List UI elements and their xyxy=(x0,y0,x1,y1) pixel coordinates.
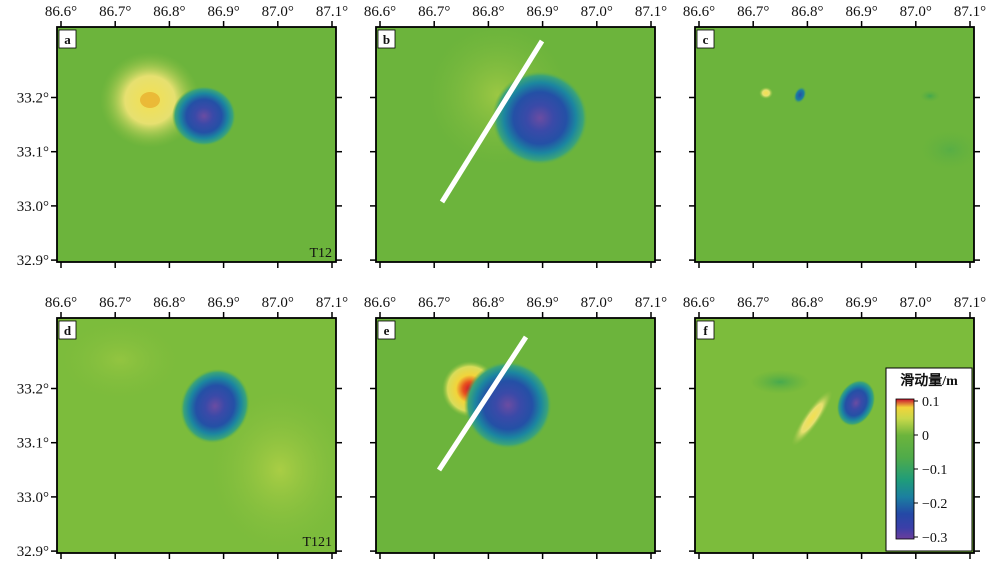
y-tick-label: 32.9° xyxy=(17,253,49,269)
panel-f-label: f xyxy=(703,323,708,338)
panel-e: e xyxy=(375,317,656,554)
y-tick-label: 32.9° xyxy=(17,544,49,560)
panel-d-tag: T121 xyxy=(302,535,332,550)
panel-d-label: d xyxy=(64,323,72,338)
panel-a-label-box xyxy=(58,29,77,49)
colorbar-tick-label: 0 xyxy=(922,429,929,444)
panel-c-label: c xyxy=(703,32,709,47)
x-tick-label: 87.0° xyxy=(262,295,294,311)
panel-d: d T121 xyxy=(56,317,337,554)
panel-e-label-box xyxy=(377,320,396,340)
panel-e-negative-patch xyxy=(464,361,552,449)
panel-e-fault-trace xyxy=(436,335,529,472)
x-tick-label: 86.8° xyxy=(153,295,185,311)
x-tick-label: 86.9° xyxy=(526,4,558,20)
x-tick-label: 86.9° xyxy=(845,295,877,311)
x-tick-label: 86.7° xyxy=(737,295,769,311)
panel-a-tag: T12 xyxy=(309,246,332,261)
panel-b: b xyxy=(375,26,656,263)
panel-b-label: b xyxy=(383,32,390,47)
panel-b-fault-trace xyxy=(439,39,545,204)
x-tick-label: 86.7° xyxy=(418,4,450,20)
x-tick-label: 86.6° xyxy=(364,4,396,20)
y-tick-label: 33.2° xyxy=(17,382,49,398)
panel-c: c xyxy=(694,26,975,263)
x-tick-label: 86.6° xyxy=(683,4,715,20)
x-tick-label: 87.0° xyxy=(900,295,932,311)
y-tick-label: 33.0° xyxy=(17,199,49,215)
x-tick-label: 86.9° xyxy=(845,4,877,20)
x-tick-label: 87.0° xyxy=(262,4,294,20)
x-tick-label: 87.1° xyxy=(954,295,986,311)
panel-b-negative-patch xyxy=(492,71,588,165)
panel-c-label-box xyxy=(696,29,715,49)
x-tick-label: 86.8° xyxy=(791,295,823,311)
x-tick-label: 86.8° xyxy=(153,4,185,20)
colorbar-gradient xyxy=(895,398,915,540)
x-tick-label: 86.6° xyxy=(364,295,396,311)
y-tick-label: 33.1° xyxy=(17,436,49,452)
colorbar-tick-label: −0.3 xyxy=(922,531,947,546)
colorbar-tick-label: −0.2 xyxy=(922,497,947,512)
x-tick-label: 86.8° xyxy=(791,4,823,20)
panel-a-label: a xyxy=(64,32,71,47)
x-tick-label: 86.9° xyxy=(526,295,558,311)
y-tick-label: 33.2° xyxy=(17,91,49,107)
colorbar-tick-label: 0.1 xyxy=(922,395,940,410)
colorbar-title: 滑动量/m xyxy=(900,372,958,389)
x-tick-label: 86.9° xyxy=(207,4,239,20)
colorbar-ticks: 0.1 0 −0.1 −0.2 −0.3 xyxy=(914,395,947,546)
x-tick-label: 86.7° xyxy=(737,4,769,20)
y-tick-label: 33.1° xyxy=(17,145,49,161)
panel-d-negative-patch xyxy=(180,368,250,444)
panel-f-label-box xyxy=(696,320,715,340)
x-tick-label: 87.0° xyxy=(581,295,613,311)
x-tick-label: 86.6° xyxy=(45,4,77,20)
axis-ticks: 86.6° 86.7° 86.8° 86.9° 87.0° 87.1° 33.2° 33.1°… xyxy=(17,4,986,560)
x-tick-label: 87.1° xyxy=(635,295,667,311)
panel-f-negative-patch xyxy=(836,379,876,427)
colorbar: 滑动量/m 0.1 0 −0.1 −0.2 −0.3 xyxy=(885,367,973,552)
panel-e-label: e xyxy=(384,323,390,338)
x-tick-label: 86.7° xyxy=(99,295,131,311)
x-tick-label: 86.8° xyxy=(472,295,504,311)
colorbar-tick-label: −0.1 xyxy=(922,463,947,478)
x-tick-label: 87.1° xyxy=(635,4,667,20)
panel-f-positive-streak xyxy=(791,389,833,447)
x-tick-label: 86.6° xyxy=(683,295,715,311)
x-tick-label: 87.1° xyxy=(316,4,348,20)
x-tick-label: 86.6° xyxy=(45,295,77,311)
panel-c-negative-patch xyxy=(793,86,807,104)
panel-d-label-box xyxy=(58,320,77,340)
x-tick-label: 86.9° xyxy=(207,295,239,311)
panel-a-negative-patch xyxy=(172,86,236,146)
panel-a: a T12 xyxy=(56,26,337,263)
x-tick-label: 86.7° xyxy=(418,295,450,311)
x-tick-label: 87.0° xyxy=(581,4,613,20)
x-tick-label: 86.8° xyxy=(472,4,504,20)
y-tick-label: 33.0° xyxy=(17,490,49,506)
panel-c-positive-patch xyxy=(759,87,773,99)
x-tick-label: 87.1° xyxy=(954,4,986,20)
x-tick-label: 87.1° xyxy=(316,295,348,311)
x-tick-label: 86.7° xyxy=(99,4,131,20)
x-tick-label: 87.0° xyxy=(900,4,932,20)
panel-b-label-box xyxy=(377,29,396,49)
